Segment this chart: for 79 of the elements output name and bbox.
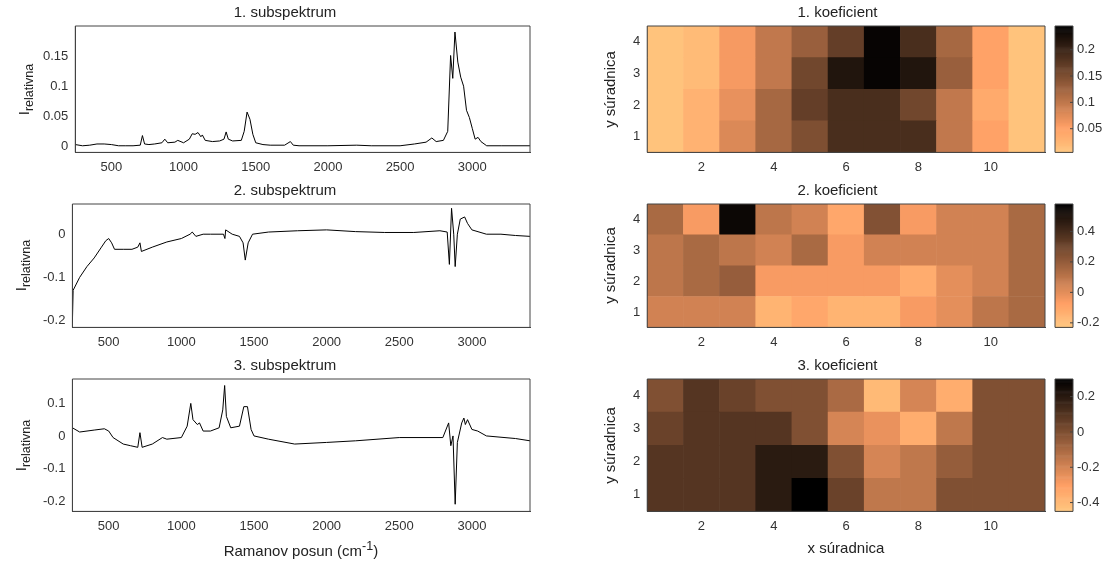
x-tick-label: 3000 [457,333,487,349]
x-tick-label: 6 [842,333,850,349]
chart-title: 2. subspektrum [233,181,337,199]
y-tick-label: -0.2 [42,312,66,328]
color-bar-label: 0.2 [1077,388,1096,404]
x-tick-label: 2500 [384,333,414,349]
x-tick-label: 10 [983,158,998,174]
y-tick-label: 3 [633,420,641,436]
y-tick-label: 0.05 [42,107,69,123]
color-bar-label: 0.1 [1077,93,1096,109]
color-bar-label: 0 [1077,283,1085,299]
x-tick-label: 1000 [166,517,196,533]
x-tick-label: 2000 [312,517,342,533]
y-tick-label: 3 [633,64,641,80]
color-bar-label: -0.2 [1077,458,1100,474]
y-tick-label: 4 [633,387,641,403]
x-tick-label: 1500 [239,333,269,349]
y-tick-label: 0 [58,427,66,443]
y-tick-label: 2 [633,96,641,112]
x-tick-label: 4 [770,517,778,533]
x-tick-label: 2500 [385,158,415,174]
y-tick-label: 0 [61,137,69,153]
y-axis-title: y súradnica [600,227,618,305]
y-tick-label: 4 [633,211,641,226]
chart-title: 3. subspektrum [233,356,337,374]
x-tick-label: 500 [100,158,123,174]
x-axis-title: x súradnica [807,539,885,556]
color-bar-label: 0.05 [1077,120,1103,136]
y-tick-label: -0.2 [42,492,66,508]
x-tick-label: 10 [983,333,998,349]
x-tick-label: 1000 [166,333,196,349]
y-tick-label: 1 [633,128,641,144]
color-bar-label: -0.2 [1077,314,1100,330]
color-bar-label: -0.4 [1077,494,1100,510]
color-bar-label: 0.2 [1077,253,1096,269]
x-tick-label: 4 [770,158,778,174]
chart-title: 2. koeficient [797,181,879,199]
x-tick-label: 3000 [457,158,487,174]
x-tick-label: 6 [842,158,850,174]
x-tick-label: 2500 [384,517,414,533]
x-tick-label: 6 [842,517,850,533]
y-tick-label: 4 [633,33,641,49]
chart-title: 1. subspektrum [233,3,337,21]
x-tick-label: 2 [697,333,706,349]
x-axis-title: Ramanov posun (cm$^{-1}$) [223,539,379,559]
x-tick-label: 3000 [457,517,487,533]
x-tick-label: 2000 [312,333,342,349]
color-bar-label: 0.4 [1077,223,1096,238]
color-bar-label: 0 [1077,423,1085,439]
x-tick-label: 2 [697,517,706,533]
x-tick-label: 500 [97,333,120,349]
x-tick-label: 8 [914,158,923,174]
y-tick-label: 2 [633,272,641,288]
x-tick-label: 1500 [241,158,271,174]
y-tick-label: 1 [633,486,641,502]
y-tick-label: 1 [633,303,641,319]
x-tick-label: 500 [97,517,120,533]
y-tick-label: 2 [633,453,641,469]
x-tick-label: 1000 [169,158,199,174]
y-tick-label: 0.15 [42,47,69,63]
y-tick-label: -0.1 [42,460,66,476]
color-bar-label: 0.15 [1077,67,1103,83]
x-tick-label: 2000 [313,158,343,174]
y-tick-label: -0.1 [42,268,66,284]
x-tick-label: 4 [770,333,778,349]
y-tick-label: 0.1 [47,394,66,410]
chart-title: 3. koeficient [797,356,879,374]
y-axis-title: y súradnica [600,406,618,484]
x-tick-label: 1500 [239,517,269,533]
x-tick-label: 8 [914,333,923,349]
chart-title: 1. koeficient [797,3,879,21]
color-bar-label: 0.2 [1077,41,1096,57]
y-tick-label: 0 [58,225,66,241]
x-tick-label: 8 [914,517,923,533]
y-axis-title: y súradnica [600,50,618,128]
y-tick-label: 3 [633,241,641,257]
y-tick-label: 0.1 [50,77,69,93]
x-tick-label: 2 [697,158,706,174]
x-tick-label: 10 [983,517,998,533]
